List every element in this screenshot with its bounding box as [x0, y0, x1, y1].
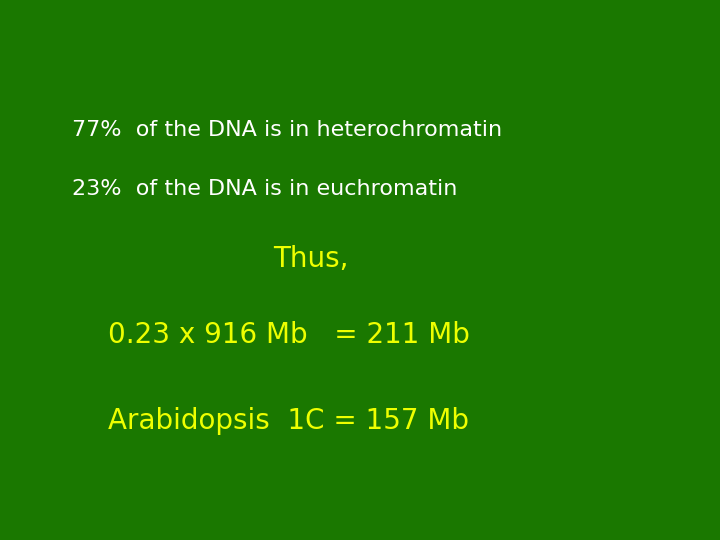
Text: 0.23 x 916 Mb   = 211 Mb: 0.23 x 916 Mb = 211 Mb: [108, 321, 470, 349]
Text: 77%  of the DNA is in heterochromatin: 77% of the DNA is in heterochromatin: [72, 119, 502, 140]
Text: Thus,: Thus,: [274, 245, 349, 273]
Text: 23%  of the DNA is in euchromatin: 23% of the DNA is in euchromatin: [72, 179, 457, 199]
Text: Arabidopsis  1C = 157 Mb: Arabidopsis 1C = 157 Mb: [108, 407, 469, 435]
